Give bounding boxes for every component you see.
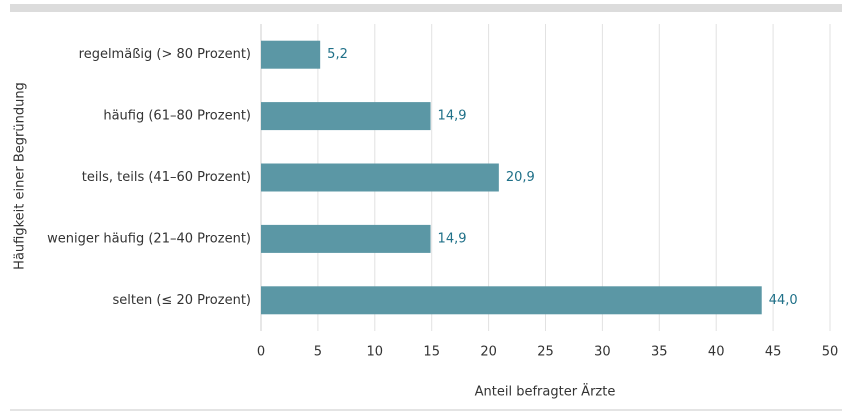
value-label: 5,2	[327, 47, 348, 62]
bar	[261, 224, 431, 253]
value-label: 20,9	[506, 170, 535, 185]
y-tick-label: teils, teils (41–60 Prozent)	[82, 170, 251, 185]
bar	[261, 102, 431, 131]
y-axis-label: Häufigkeit einer Begründung	[13, 82, 28, 270]
x-tick-label: 10	[367, 345, 384, 360]
x-tick-label: 40	[708, 345, 725, 360]
y-tick-label: weniger häufig (21–40 Prozent)	[47, 231, 251, 246]
value-label: 14,9	[438, 231, 467, 246]
x-tick-label: 25	[537, 345, 554, 360]
y-tick-label: selten (≤ 20 Prozent)	[113, 293, 251, 308]
x-tick-label: 35	[651, 345, 668, 360]
x-tick-label: 45	[765, 345, 782, 360]
bar	[261, 163, 499, 192]
x-axis-label: Anteil befragter Ärzte	[475, 384, 616, 400]
x-tick-label: 5	[314, 345, 322, 360]
x-tick-label: 0	[257, 345, 265, 360]
value-label: 44,0	[769, 293, 798, 308]
value-label: 14,9	[438, 109, 467, 124]
bar	[261, 40, 321, 69]
y-tick-label: häufig (61–80 Prozent)	[103, 109, 251, 124]
x-tick-label: 50	[822, 345, 839, 360]
top-band	[10, 4, 842, 12]
bar	[261, 286, 762, 315]
x-tick-label: 20	[480, 345, 497, 360]
y-tick-label: regelmäßig (> 80 Prozent)	[79, 47, 251, 62]
x-tick-label: 30	[594, 345, 611, 360]
x-tick-label: 15	[423, 345, 440, 360]
